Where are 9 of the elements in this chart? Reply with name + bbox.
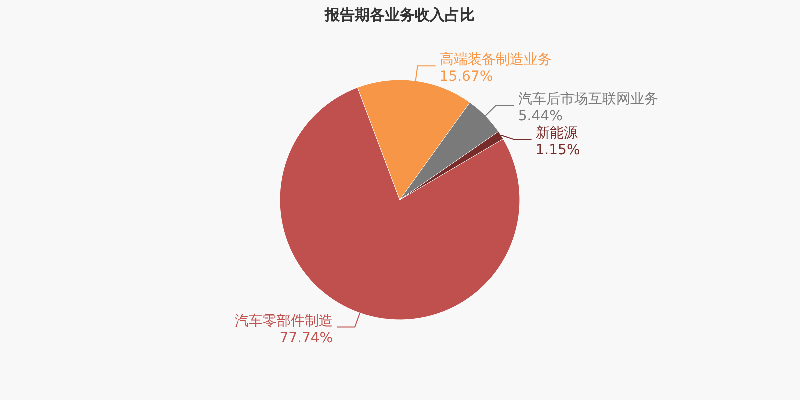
data-label: 77.74%: [280, 330, 334, 346]
data-label: 5.44%: [518, 108, 563, 124]
data-label: 1.15%: [536, 142, 580, 158]
data-label: 15.67%: [440, 69, 494, 86]
slice-label: 汽车后市场互联网业务: [518, 91, 658, 108]
slice-label: 汽车零部件制造: [235, 313, 334, 330]
slice-label: 新能源: [536, 125, 578, 142]
chart-title: 报告期各业务收入占比: [324, 6, 475, 24]
slice-label: 高端装备制造业务: [440, 52, 552, 68]
